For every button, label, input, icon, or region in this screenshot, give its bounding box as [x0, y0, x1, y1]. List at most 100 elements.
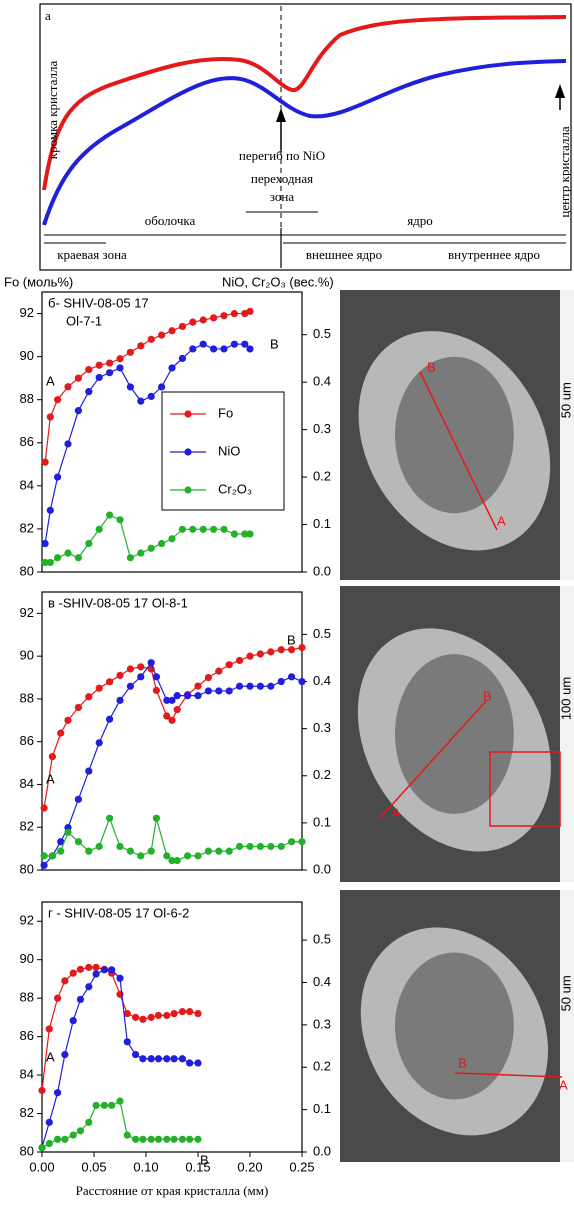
data-point — [74, 795, 82, 803]
scale-label: 100 um — [558, 677, 573, 720]
data-point — [170, 1135, 178, 1143]
data-point — [220, 525, 228, 533]
plot-frame — [41, 901, 303, 1153]
data-point — [236, 682, 244, 690]
data-point — [69, 1017, 77, 1025]
image-label: A — [392, 805, 401, 820]
data-point — [163, 1135, 171, 1143]
data-point — [54, 473, 62, 481]
data-point — [123, 1131, 131, 1139]
data-point — [85, 365, 93, 374]
annotation: B — [287, 632, 296, 647]
data-point — [178, 525, 186, 533]
data-point — [236, 656, 244, 665]
data-point — [69, 1131, 77, 1139]
data-point — [95, 373, 103, 382]
data-point — [158, 331, 166, 339]
data-point — [54, 1089, 62, 1097]
panel-title: б- SHIV-08-05 17 — [48, 295, 149, 310]
data-point — [64, 383, 72, 391]
data-point — [106, 814, 114, 822]
data-point — [210, 345, 218, 353]
data-point — [76, 965, 85, 973]
data-point — [225, 847, 233, 855]
data-point — [45, 1118, 53, 1126]
profile-line — [379, 699, 488, 819]
data-point — [74, 374, 82, 382]
data-point — [163, 712, 171, 720]
data-point — [152, 686, 160, 694]
data-point — [74, 838, 82, 846]
outer-core-label: внешнее ядро — [306, 247, 382, 262]
data-point — [126, 554, 134, 562]
data-point — [106, 359, 114, 367]
data-point — [241, 530, 249, 538]
data-point — [158, 539, 166, 548]
data-point — [46, 413, 54, 421]
data-point — [210, 525, 218, 533]
y-tick-label: 86 — [20, 1028, 34, 1043]
data-point — [126, 847, 134, 855]
data-point — [189, 318, 197, 326]
data-point — [210, 314, 218, 322]
data-point — [57, 729, 65, 737]
data-point — [54, 554, 62, 562]
data-point — [108, 1101, 116, 1109]
data-point — [267, 648, 275, 656]
arrowhead — [276, 108, 286, 122]
y-tick-label: 84 — [20, 1067, 34, 1082]
y2-tick-label: 0.3 — [313, 720, 331, 735]
data-point — [139, 1015, 147, 1023]
data-point — [41, 558, 49, 567]
image-label: A — [559, 1077, 568, 1092]
panel-title: Ol-7-1 — [66, 313, 102, 328]
rim-label: краевая зона — [57, 247, 127, 262]
y2-tick-label: 0.0 — [313, 861, 331, 876]
y2-tick-label: 0.4 — [313, 374, 331, 389]
data-point — [137, 397, 145, 405]
data-point — [230, 530, 238, 538]
data-point — [163, 696, 171, 704]
data-point — [168, 696, 176, 704]
data-point — [298, 838, 306, 846]
y-tick-label: 90 — [20, 951, 34, 966]
data-point — [92, 1101, 100, 1109]
data-point — [215, 667, 223, 675]
y-tick-label: 80 — [20, 861, 34, 876]
y-tick-label: 80 — [20, 563, 34, 578]
data-point — [74, 554, 82, 562]
data-point — [204, 673, 212, 682]
data-point — [85, 388, 93, 396]
data-point — [54, 1135, 62, 1143]
data-point — [178, 1135, 186, 1143]
image-label: A — [497, 513, 506, 528]
data-point — [173, 692, 181, 700]
data-point — [220, 312, 228, 320]
data-point — [215, 847, 223, 855]
series-line — [45, 514, 250, 564]
y2-tick-label: 0.2 — [313, 767, 331, 782]
data-point — [225, 687, 233, 695]
data-point — [178, 354, 186, 363]
data-point — [256, 682, 264, 690]
data-point — [184, 692, 192, 700]
data-point — [173, 856, 181, 865]
data-point — [154, 1011, 163, 1020]
y2-tick-label: 0.0 — [313, 1143, 331, 1158]
data-point — [85, 963, 93, 971]
data-point — [126, 682, 134, 690]
data-point — [54, 994, 62, 1002]
data-point — [199, 316, 207, 324]
data-point — [194, 852, 202, 860]
data-point — [85, 539, 93, 548]
data-point — [170, 1009, 178, 1018]
data-point — [178, 322, 186, 331]
data-point — [184, 852, 192, 860]
y2-tick-label: 0.5 — [313, 626, 331, 641]
data-point — [137, 663, 145, 671]
y-tick-label: 92 — [20, 913, 34, 928]
crystal-core — [395, 654, 514, 814]
data-point — [225, 661, 233, 669]
inflection-label: перегиб по NiO — [239, 148, 325, 163]
